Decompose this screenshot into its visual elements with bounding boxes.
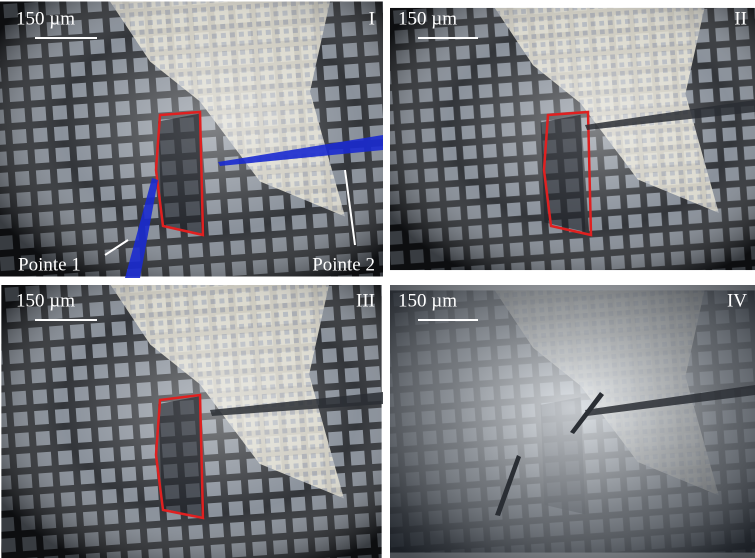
annotation: Pointe 2 [312,254,375,275]
panel-label: IV [727,290,747,311]
probe [585,385,755,416]
outline [154,393,205,520]
panel-label: III [356,290,375,311]
arrow [344,169,356,246]
panel: 150 µm III [1,285,383,558]
outline [154,110,205,237]
probe [210,392,383,416]
probe [570,392,604,434]
scale-text: 150 µm [16,290,75,311]
scale-text: 150 µm [398,290,457,311]
scale-text: 150 µm [398,8,457,29]
probe [585,100,755,130]
outline [542,110,593,237]
panel-label: I [369,8,375,29]
probe [218,135,383,166]
probe [125,178,158,278]
probe [495,455,521,516]
panel: 150 µm IV [390,285,755,558]
panel: 150 µm II [390,7,755,271]
panel: 150 µm I Pointe 1 Pointe 2 [0,1,383,278]
scale-text: 150 µm [16,8,75,29]
panel-label: II [734,8,747,29]
annotation: Pointe 1 [18,254,81,275]
arrow [104,239,129,256]
